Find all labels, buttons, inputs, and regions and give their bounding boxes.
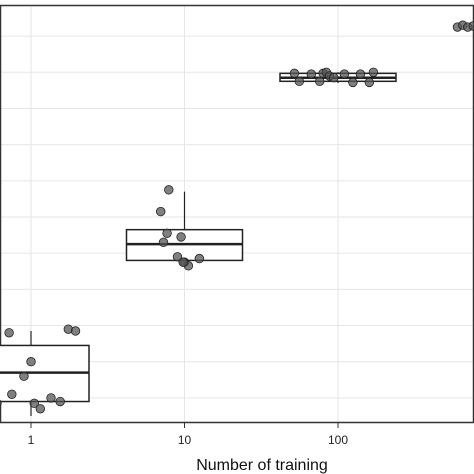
data-point: [194, 253, 205, 264]
data-point: [176, 232, 186, 242]
x-tick-label: 1: [28, 433, 35, 447]
data-point: [306, 69, 317, 79]
data-point: [19, 371, 29, 381]
data-point: [26, 357, 36, 367]
data-point: [4, 328, 14, 338]
plot-panel: [0, 4, 474, 424]
data-point: [162, 228, 172, 238]
data-point: [315, 76, 325, 87]
data-point: [368, 67, 379, 77]
data-point: [172, 252, 183, 262]
data-point: [0, 399, 2, 407]
data-point: [35, 404, 46, 414]
x-tick-label: 100: [328, 433, 348, 447]
data-point: [289, 68, 300, 79]
data-point: [329, 72, 339, 83]
data-point: [339, 69, 350, 79]
x-axis-title: Number of training: [196, 457, 328, 474]
data-point: [355, 69, 366, 79]
data-point: [156, 206, 166, 217]
data-point: [348, 77, 358, 88]
data-point: [7, 389, 17, 399]
data-point: [158, 237, 169, 248]
data-point: [294, 76, 305, 87]
data-point: [46, 393, 56, 403]
data-point: [164, 185, 174, 195]
data-point: [468, 21, 474, 31]
data-point: [364, 77, 375, 88]
data-point: [55, 396, 65, 407]
data-point: [29, 398, 39, 409]
x-tick-label: 10: [178, 433, 192, 447]
x-axis-ticks: 1 10 100: [28, 423, 348, 447]
data-point: [70, 326, 81, 336]
data-point: [178, 257, 188, 267]
